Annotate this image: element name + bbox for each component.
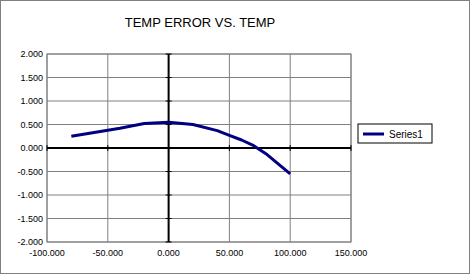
grid-line [47, 101, 351, 102]
y-tick-label: 1.000 [20, 96, 43, 106]
grid-line [47, 171, 351, 172]
x-tick-label: -100.000 [29, 248, 65, 258]
x-axis [47, 147, 351, 149]
legend: Series1 [358, 124, 432, 143]
legend-box [358, 124, 432, 143]
y-axis [168, 54, 170, 242]
y-tick-label: 0.500 [20, 120, 43, 130]
x-tick-label: 0.000 [157, 248, 180, 258]
x-tick-label: 150.000 [335, 248, 368, 258]
y-tick-label: 0.000 [20, 143, 43, 153]
grid-line [168, 54, 169, 242]
legend-label: Series1 [389, 129, 423, 140]
x-tick-label: -50.000 [93, 248, 124, 258]
title: TEMP ERROR VS. TEMP [125, 15, 276, 30]
series-line [71, 122, 290, 174]
grid-line [47, 54, 351, 55]
chart: TEMP ERROR VS. TEMP -100.000 -50.000 0.000 5… [0, 0, 470, 274]
plot-marks [71, 122, 290, 174]
y-tick-label: -1.000 [17, 190, 43, 200]
y-tick-label: -1.500 [17, 214, 43, 224]
grid-line [47, 148, 351, 149]
y-tick-label: -0.500 [17, 167, 43, 177]
grid-line [47, 195, 351, 196]
plot-frame [47, 54, 351, 242]
grid-line [47, 242, 351, 243]
grid-line [47, 77, 351, 78]
legend-swatch [363, 133, 384, 136]
x-tick-label: 100.000 [274, 248, 307, 258]
grid-line [47, 218, 351, 219]
x-tick-label: 50.000 [216, 248, 244, 258]
y-tick-label: 1.500 [20, 73, 43, 83]
y-tick-label: 2.000 [20, 49, 43, 59]
y-tick-label: -2.000 [17, 237, 43, 247]
chart-border [1, 1, 470, 274]
